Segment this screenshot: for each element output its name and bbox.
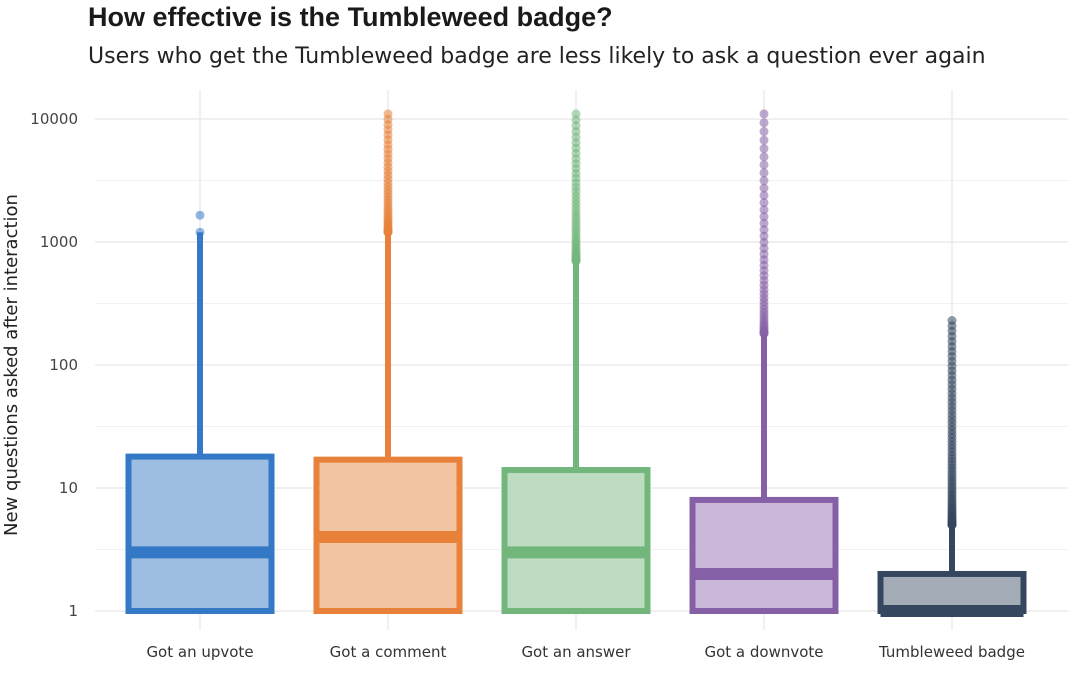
box — [689, 496, 839, 614]
outlier-point — [759, 152, 769, 162]
outlier-point — [759, 237, 769, 247]
box — [501, 467, 651, 614]
outlier-point — [571, 109, 581, 119]
outlier-point — [383, 109, 393, 119]
outlier-point — [195, 227, 205, 237]
outlier-point — [759, 127, 769, 137]
box-group — [125, 210, 275, 614]
y-tick-label: 10 — [59, 479, 78, 497]
outlier-point — [759, 231, 769, 241]
outlier-point — [759, 135, 769, 145]
box — [125, 453, 275, 614]
box — [877, 570, 1027, 615]
y-tick-label: 100 — [49, 356, 78, 374]
x-category-label: Tumbleweed badge — [878, 643, 1025, 661]
box-group — [689, 109, 839, 614]
outlier-point — [759, 168, 769, 178]
box-group — [313, 109, 463, 614]
outlier-point — [759, 183, 769, 193]
y-tick-label: 1 — [68, 602, 78, 620]
y-tick-label: 10000 — [30, 110, 78, 128]
outlier-point — [759, 225, 769, 235]
chart-subtitle: Users who get the Tumbleweed badge are l… — [88, 44, 986, 69]
y-axis-title: New questions asked after interaction — [1, 194, 22, 536]
outlier-point — [759, 176, 769, 186]
x-category-label: Got a downvote — [704, 643, 823, 661]
outlier-point — [759, 212, 769, 222]
x-category-label: Got a comment — [330, 643, 447, 661]
chart-title: How effective is the Tumbleweed badge? — [88, 2, 613, 32]
outlier-point — [947, 316, 957, 326]
outlier-point — [759, 198, 769, 208]
outlier-point — [759, 218, 769, 228]
outlier-point — [759, 118, 769, 128]
box-group — [501, 109, 651, 614]
outlier-point — [759, 144, 769, 154]
box-group — [877, 316, 1027, 617]
outlier-point — [759, 190, 769, 200]
y-tick-label: 1000 — [40, 233, 78, 251]
x-category-label: Got an upvote — [146, 643, 253, 661]
outlier-point — [759, 160, 769, 170]
x-category-label: Got an answer — [521, 643, 631, 661]
outlier-point — [195, 210, 205, 220]
outlier-point — [759, 205, 769, 215]
outlier-point — [759, 109, 769, 119]
